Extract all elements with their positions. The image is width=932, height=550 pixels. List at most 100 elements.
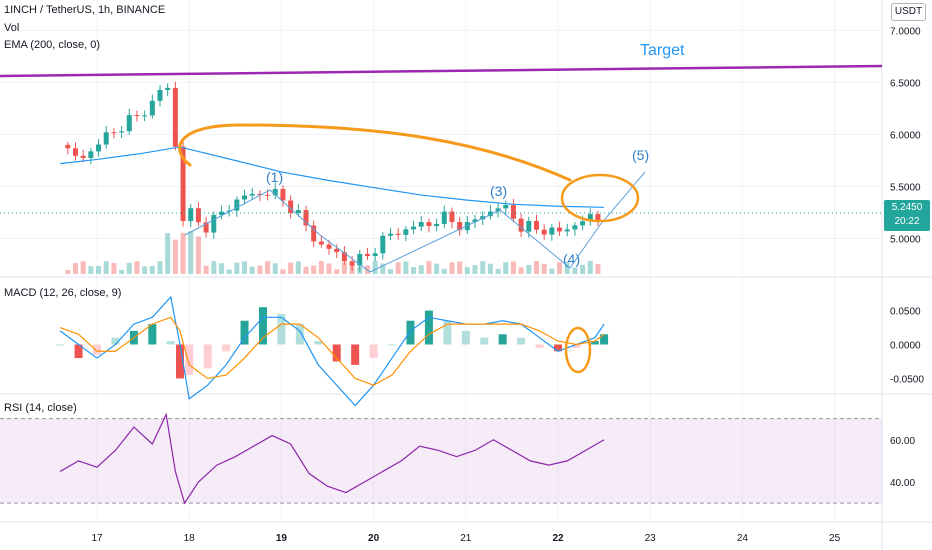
macd-histogram-bar bbox=[222, 344, 231, 352]
candle-body bbox=[134, 115, 140, 117]
candle-body bbox=[434, 223, 440, 227]
volume-bar bbox=[334, 269, 340, 274]
candle-body bbox=[188, 208, 194, 222]
macd-histogram-bar bbox=[258, 307, 267, 345]
volume-bar bbox=[272, 263, 278, 274]
candle-body bbox=[311, 225, 317, 242]
volume-bar bbox=[165, 233, 171, 274]
volume-bar bbox=[526, 264, 532, 274]
macd-tick-label: -0.0500 bbox=[890, 374, 924, 385]
rsi-band-fill bbox=[0, 418, 882, 504]
candle-body bbox=[395, 233, 401, 235]
volume-bar bbox=[426, 261, 432, 274]
volume-bar bbox=[96, 266, 102, 274]
candle-body bbox=[142, 115, 148, 117]
currency-badge[interactable]: USDT bbox=[891, 3, 926, 21]
candle-body bbox=[203, 222, 209, 233]
candle-body bbox=[96, 144, 102, 152]
candle-body bbox=[303, 210, 309, 226]
volume-bar bbox=[218, 263, 224, 274]
candle-body bbox=[111, 132, 117, 134]
macd-histogram-bar bbox=[277, 313, 286, 345]
rsi-tick-label: 40.00 bbox=[890, 478, 915, 489]
volume-bar bbox=[341, 262, 347, 274]
time-tick-label: 24 bbox=[737, 533, 749, 544]
orange-circle-drawing bbox=[560, 173, 640, 223]
volume-bar bbox=[111, 263, 117, 274]
volume-bar bbox=[134, 261, 140, 274]
macd-histogram-bar bbox=[93, 344, 101, 355]
volume-bar bbox=[88, 266, 94, 274]
macd-histogram-bar bbox=[175, 344, 184, 379]
ema-line bbox=[60, 146, 605, 208]
ema-label[interactable]: EMA (200, close, 0) bbox=[4, 39, 100, 51]
candle-body bbox=[595, 214, 601, 220]
orange-macd-circle-drawing bbox=[564, 326, 592, 374]
time-tick-label: 20 bbox=[368, 533, 380, 544]
orange-arc-drawing bbox=[178, 123, 572, 182]
wave-label-1: (1) bbox=[266, 169, 283, 185]
ema-200-line bbox=[60, 146, 605, 208]
volume-bar bbox=[172, 239, 178, 274]
macd-histogram-bar bbox=[240, 320, 249, 345]
candle-body bbox=[357, 253, 363, 266]
vol-label[interactable]: Vol bbox=[4, 22, 20, 34]
volume-bar bbox=[318, 261, 324, 274]
volume-bar bbox=[518, 267, 524, 274]
wave-label-5: (5) bbox=[632, 147, 649, 163]
candle-body bbox=[411, 226, 417, 230]
candle-body bbox=[80, 155, 86, 158]
volume-bar bbox=[188, 231, 194, 274]
volume-bar bbox=[587, 261, 593, 274]
candle-body bbox=[403, 229, 409, 235]
macd-histogram-bar bbox=[185, 344, 194, 376]
macd-line bbox=[59, 295, 605, 407]
volume-bar bbox=[480, 261, 486, 274]
volume-bar bbox=[472, 265, 478, 274]
volume-bar bbox=[157, 261, 163, 274]
candle-body bbox=[518, 218, 524, 232]
candle-body bbox=[580, 221, 586, 226]
last-price-tag: 5.2450 20:22 bbox=[884, 200, 930, 231]
candle-body bbox=[72, 148, 78, 156]
wave-label-3: (3) bbox=[490, 183, 507, 199]
candle-body bbox=[495, 208, 501, 212]
volume-bar bbox=[495, 268, 501, 274]
target-line bbox=[0, 64, 883, 78]
time-tick-label: 19 bbox=[276, 533, 288, 544]
volume-bar bbox=[411, 266, 417, 274]
candle-body bbox=[572, 225, 578, 230]
macd-histogram-bar bbox=[56, 344, 65, 346]
macd-tick-label: 0.0500 bbox=[890, 307, 921, 318]
price-candles bbox=[0, 81, 882, 272]
candle-body bbox=[103, 132, 109, 145]
time-tick-label: 18 bbox=[184, 533, 196, 544]
volume-bar bbox=[211, 261, 217, 274]
rsi-label[interactable]: RSI (14, close) bbox=[4, 402, 77, 414]
candle-body bbox=[172, 87, 178, 147]
volume-bar bbox=[311, 265, 317, 274]
volume-bar bbox=[572, 267, 578, 274]
macd-histogram-bar bbox=[332, 344, 341, 362]
volume-bar bbox=[288, 262, 294, 274]
macd-histogram-bar bbox=[203, 344, 212, 369]
volume-bar bbox=[142, 266, 148, 274]
macd-label[interactable]: MACD (12, 26, close, 9) bbox=[4, 287, 122, 299]
volume-bar bbox=[265, 261, 271, 274]
volume-bar bbox=[103, 261, 109, 274]
volume-bar bbox=[464, 267, 470, 274]
candle-body bbox=[272, 188, 278, 196]
symbol-title[interactable]: 1INCH / TetherUS, 1h, BINANCE bbox=[4, 4, 166, 16]
macd-histogram-bar bbox=[388, 344, 397, 346]
candle-body bbox=[326, 244, 332, 249]
volume-bar bbox=[80, 261, 86, 274]
macd-histogram-bar bbox=[74, 344, 83, 359]
candle-body bbox=[449, 211, 455, 223]
volume-bar bbox=[380, 263, 386, 274]
macd-histogram-bar bbox=[111, 337, 120, 345]
candle-body bbox=[364, 253, 370, 256]
rsi-tick-label: 60.00 bbox=[890, 436, 915, 447]
candle-body bbox=[65, 144, 71, 149]
